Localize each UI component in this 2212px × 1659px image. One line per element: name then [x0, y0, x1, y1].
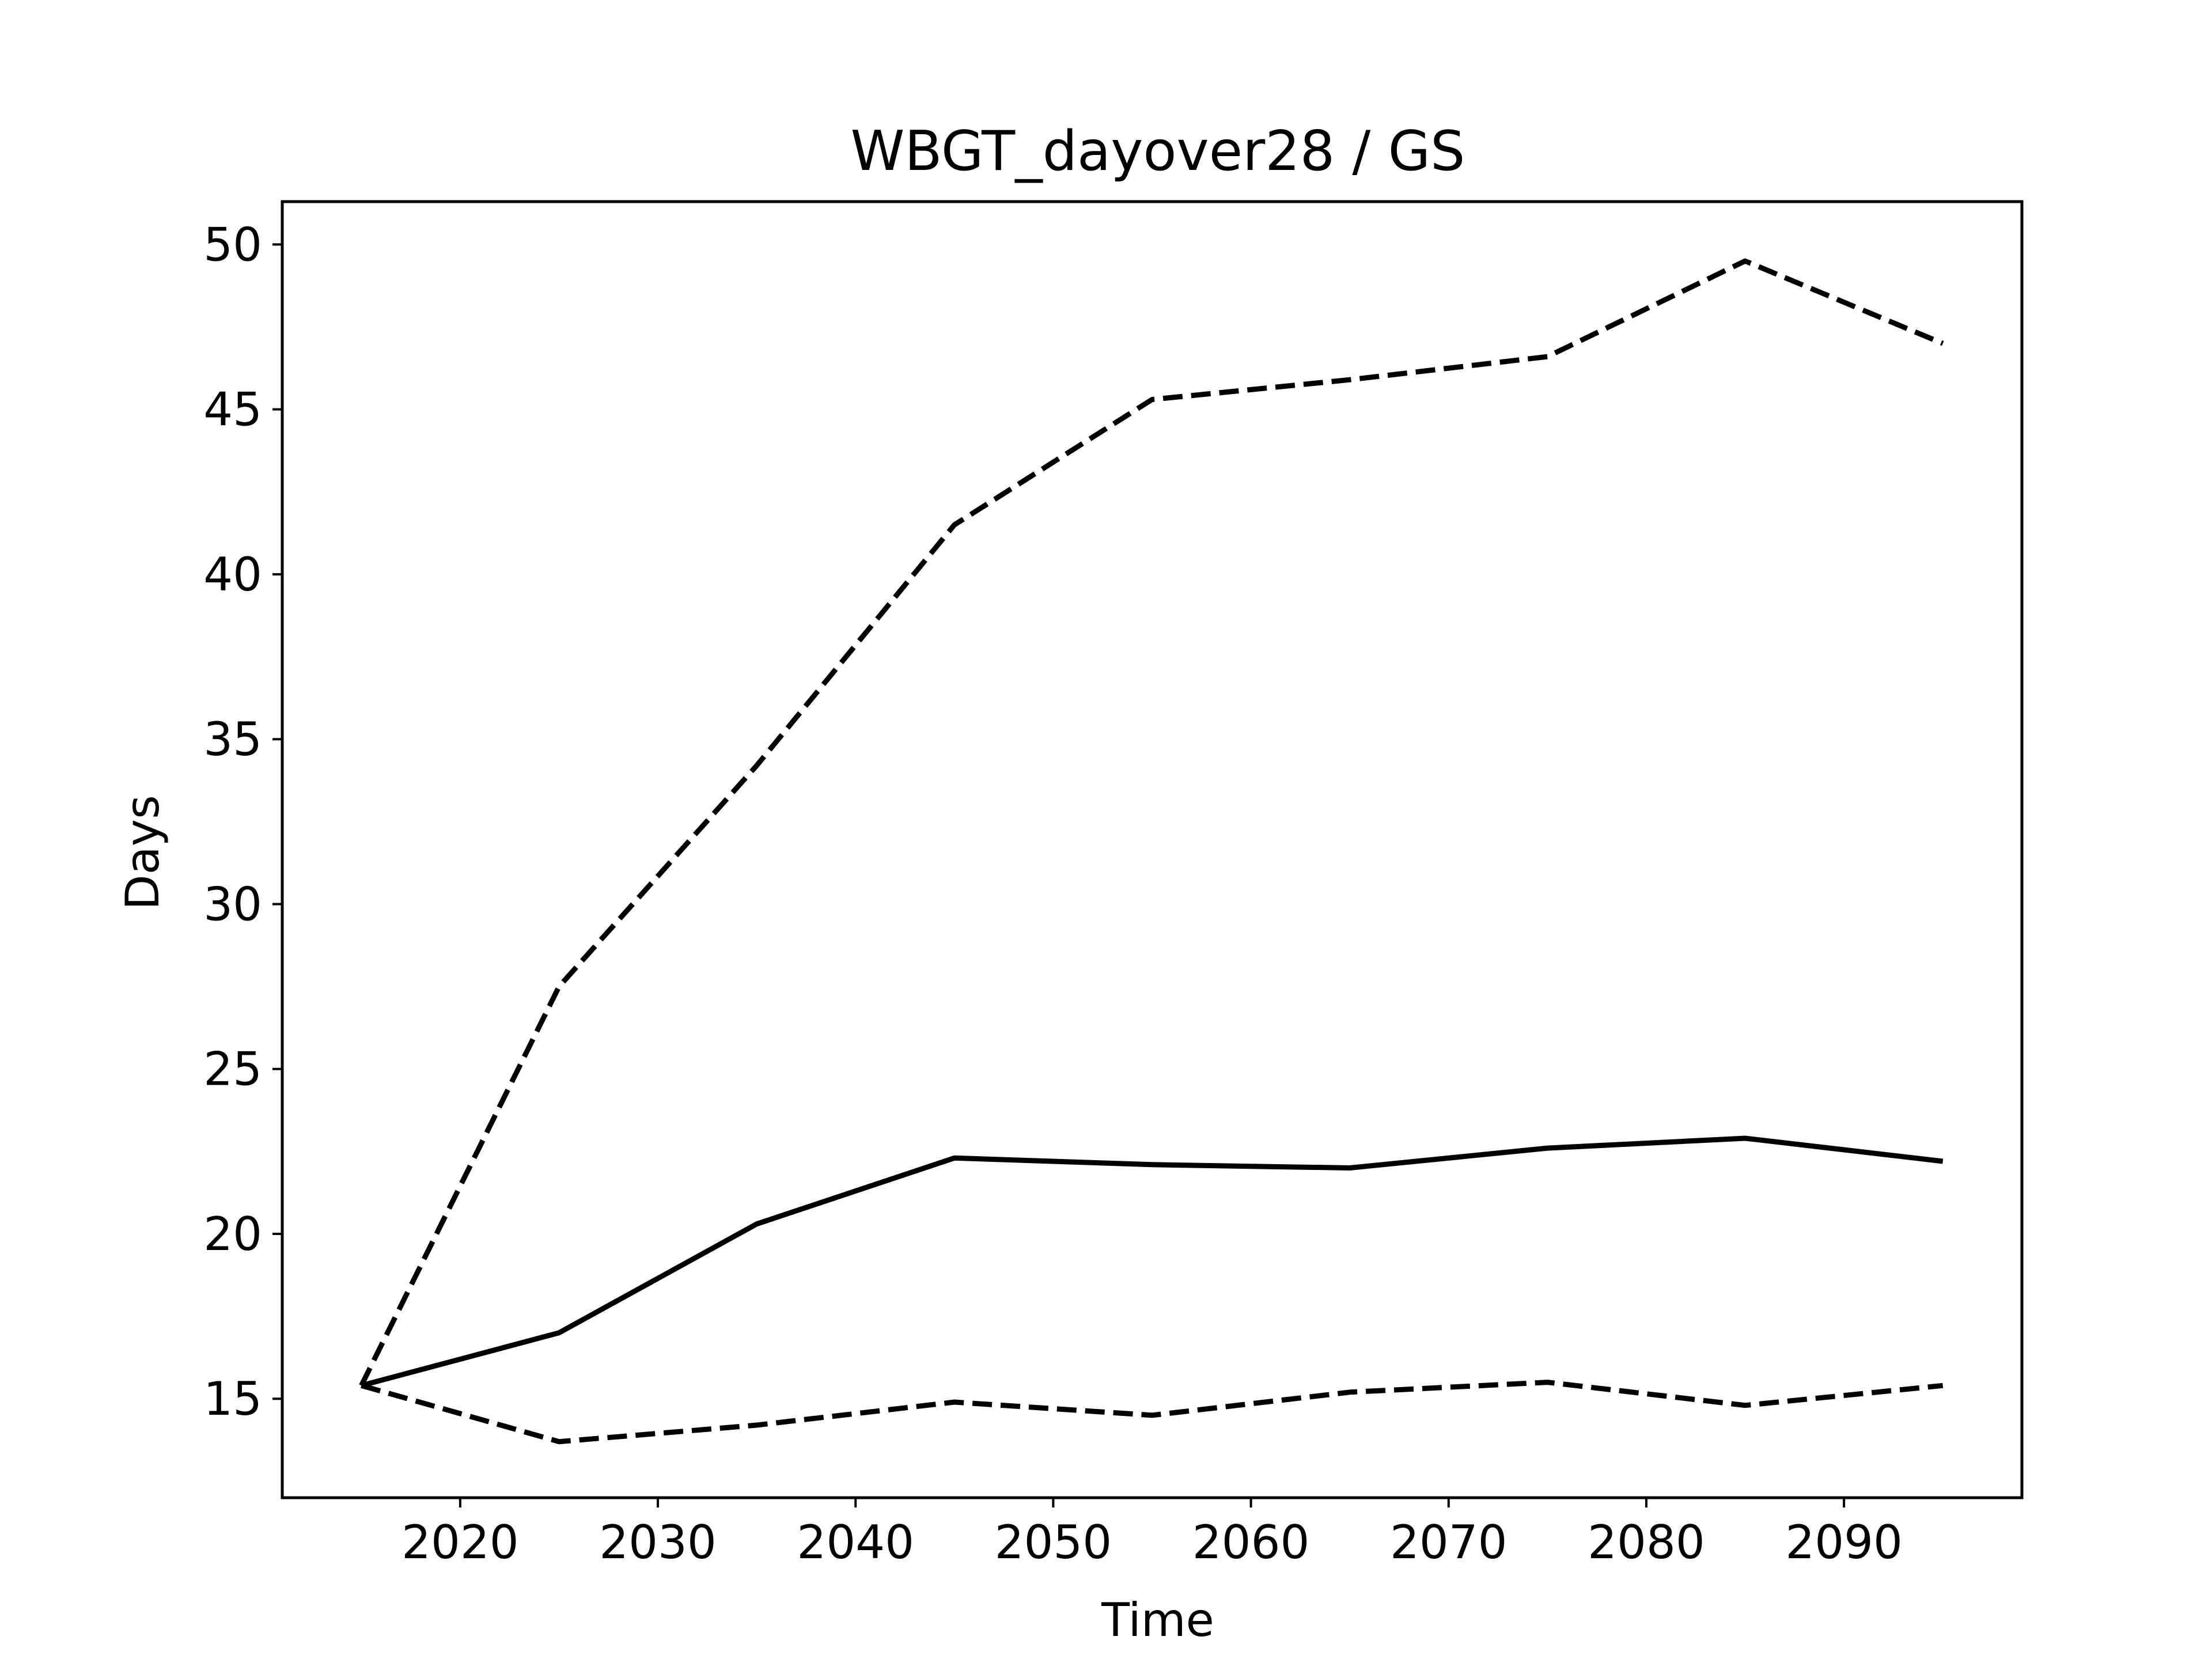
y-axis-label: Days: [116, 795, 169, 910]
y-tick-label: 35: [203, 713, 262, 766]
y-tick-label: 15: [203, 1372, 262, 1426]
x-tick-label: 2070: [1390, 1516, 1508, 1569]
x-tick-label: 2030: [599, 1516, 717, 1569]
y-tick-label: 40: [203, 548, 262, 601]
x-tick-label: 2050: [995, 1516, 1112, 1569]
series-layer: [359, 258, 1944, 1445]
series-line-2: [359, 258, 1944, 1387]
y-tick-label: 45: [203, 383, 262, 437]
y-tick-label: 25: [203, 1043, 262, 1096]
x-tick-label: 2060: [1192, 1516, 1310, 1569]
chart-title: WBGT_dayover28 / GS: [851, 120, 1465, 183]
x-axis-label: Time: [1101, 1593, 1214, 1647]
ticks-layer: 2020 2030 2040 2050 2060 2070 2080 2090 15 20 25 30…: [203, 218, 1903, 1569]
x-tick-label: 2040: [797, 1516, 914, 1569]
y-tick-label: 50: [203, 218, 262, 271]
x-tick-label: 2020: [402, 1516, 519, 1569]
plot-frame: [281, 200, 2024, 1499]
y-tick-label: 20: [203, 1207, 262, 1261]
y-tick-label: 30: [203, 877, 262, 931]
x-tick-label: 2080: [1588, 1516, 1705, 1569]
series-line-1: [361, 1135, 1944, 1388]
x-tick-label: 2090: [1785, 1516, 1903, 1569]
series-line-3: [361, 1380, 1944, 1445]
